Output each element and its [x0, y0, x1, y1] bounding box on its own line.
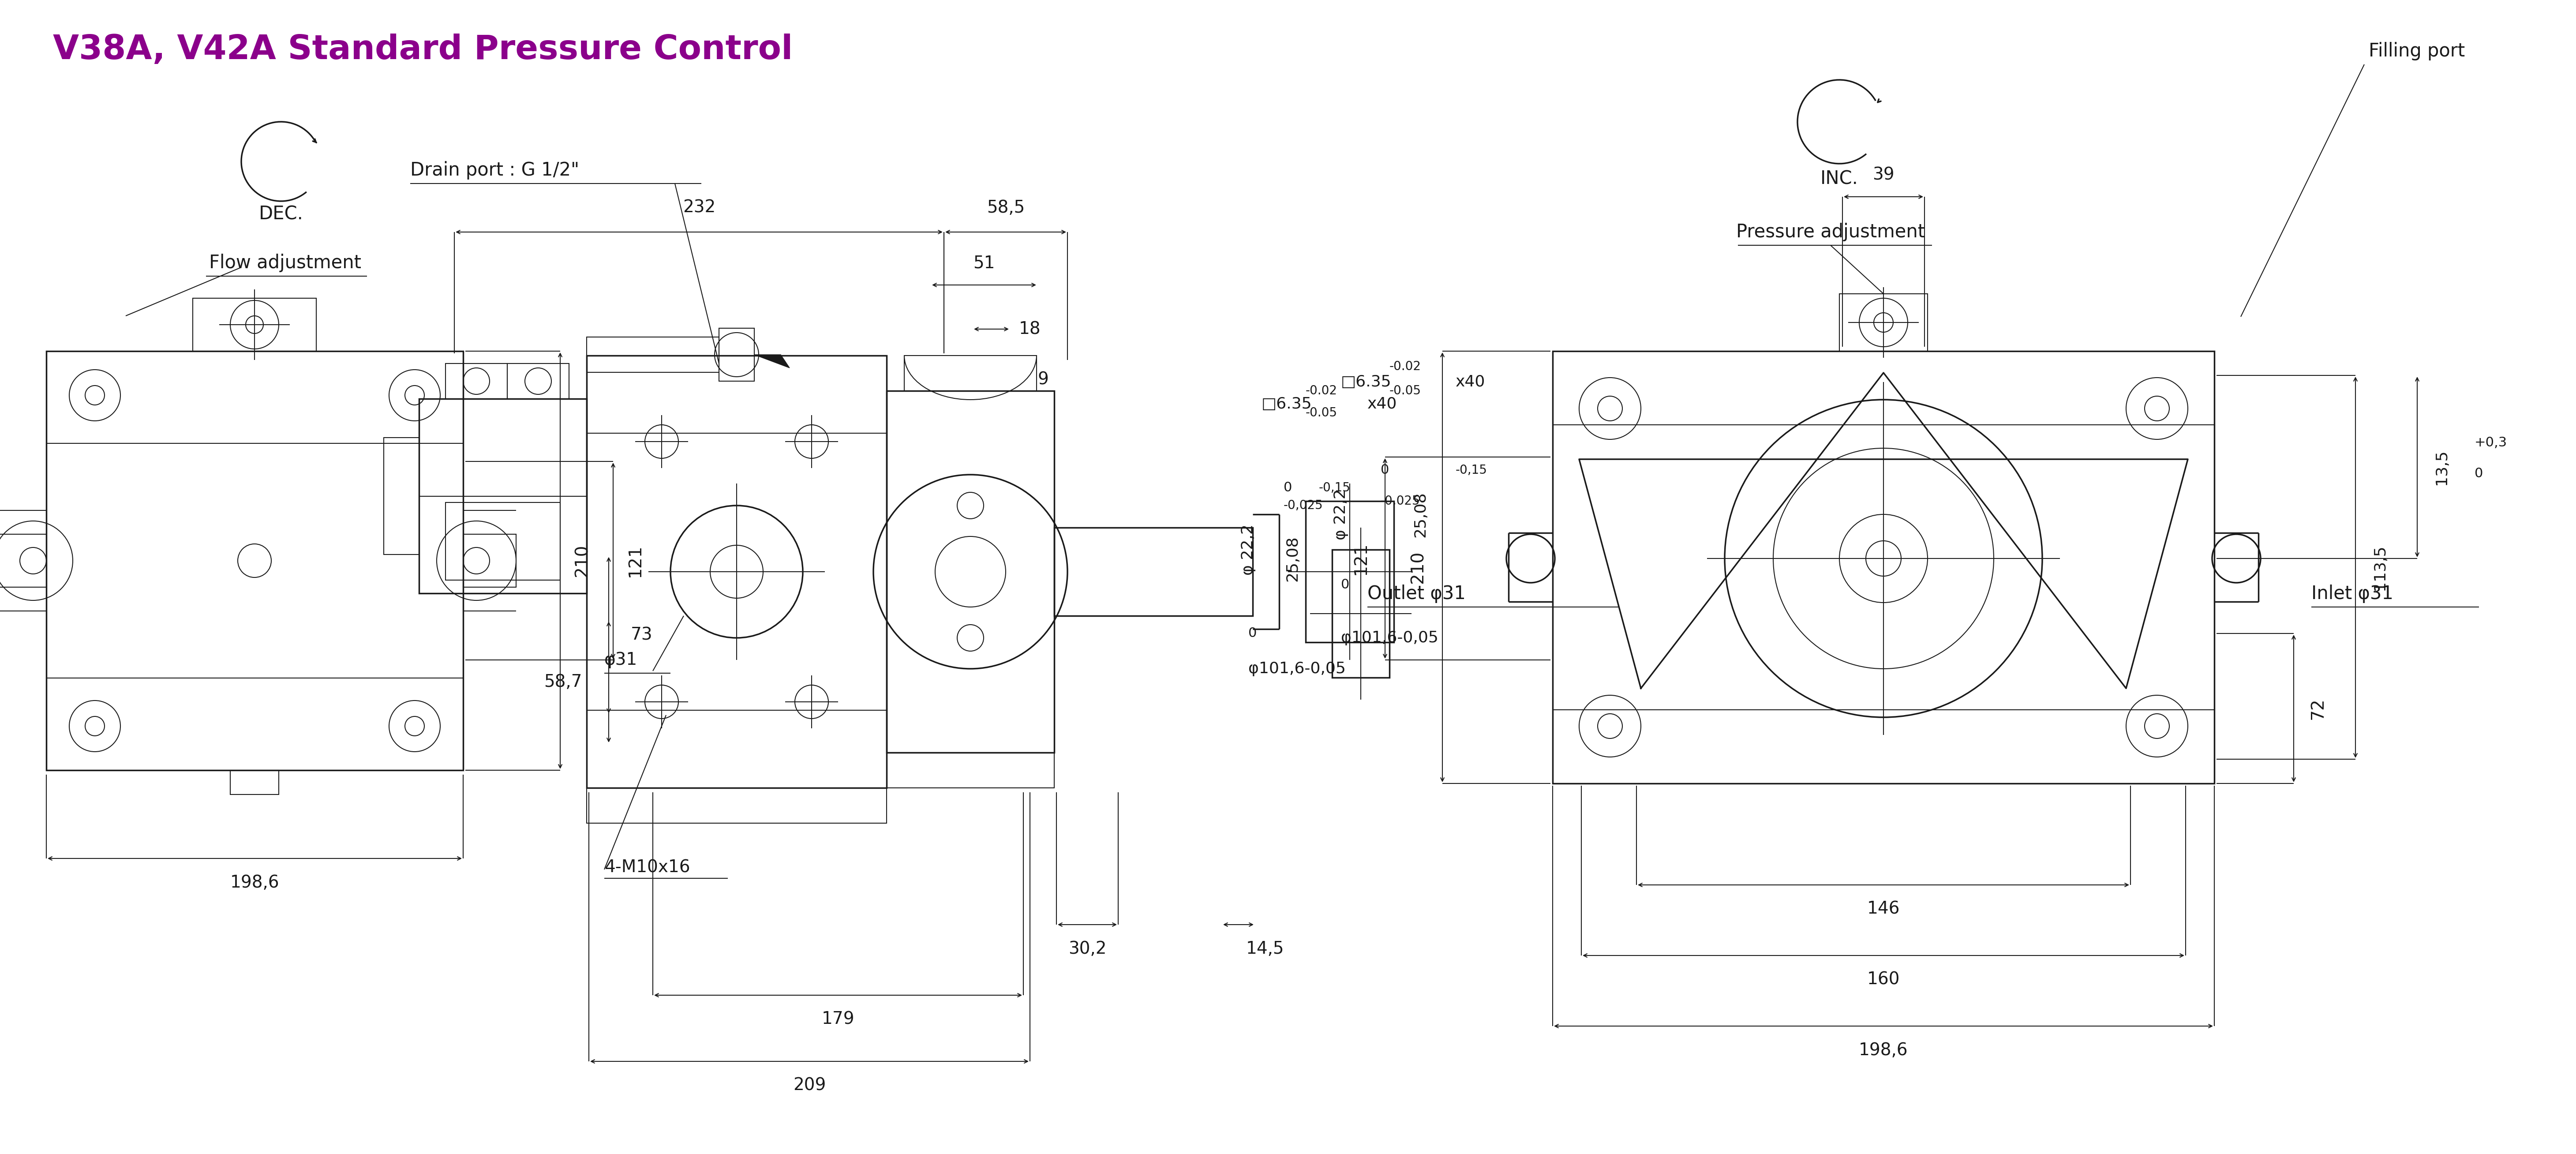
Bar — [507, 364, 569, 399]
Text: INC.: INC. — [1821, 170, 1857, 188]
Text: 179: 179 — [822, 1011, 855, 1028]
Bar — [1054, 527, 1252, 616]
Text: -0.05: -0.05 — [1388, 384, 1422, 397]
Text: 39: 39 — [1873, 166, 1893, 183]
Text: 51: 51 — [974, 255, 994, 271]
Text: 18: 18 — [1020, 321, 1041, 337]
Text: φ101,6-0,05: φ101,6-0,05 — [1249, 661, 1345, 676]
Bar — [587, 788, 886, 823]
Text: 209: 209 — [793, 1077, 827, 1094]
Text: -0.05: -0.05 — [1306, 406, 1337, 419]
Text: 0: 0 — [1249, 627, 1257, 639]
Text: φ31: φ31 — [605, 652, 636, 668]
Text: x40: x40 — [1368, 397, 1396, 412]
Bar — [420, 399, 587, 593]
Text: 121: 121 — [1352, 542, 1370, 575]
Bar — [193, 298, 317, 351]
Text: -0,15: -0,15 — [1319, 481, 1350, 494]
Text: Pressure adjustment: Pressure adjustment — [1736, 223, 1924, 241]
Text: Drain port : G 1/2": Drain port : G 1/2" — [410, 162, 580, 180]
Bar — [0, 534, 46, 587]
Text: 58,5: 58,5 — [987, 200, 1025, 216]
Text: 72: 72 — [2311, 697, 2326, 719]
Text: 0: 0 — [2476, 467, 2483, 480]
Text: 73: 73 — [631, 627, 652, 644]
Bar — [1332, 549, 1388, 677]
Bar — [446, 364, 507, 399]
Text: 113,5: 113,5 — [2372, 545, 2388, 590]
Text: x40: x40 — [1455, 375, 1486, 390]
Bar — [904, 355, 1036, 391]
Text: Filling port: Filling port — [2370, 42, 2465, 60]
Text: 146: 146 — [1868, 901, 1901, 917]
Bar — [446, 502, 559, 580]
Text: 25,08: 25,08 — [1412, 492, 1427, 538]
Bar — [587, 337, 719, 373]
Text: □6.35: □6.35 — [1262, 397, 1311, 412]
Text: Outlet φ31: Outlet φ31 — [1368, 584, 1466, 604]
Bar — [587, 355, 886, 788]
Bar — [229, 770, 278, 794]
Text: 121: 121 — [626, 545, 644, 577]
Bar — [1553, 351, 2215, 784]
Bar — [46, 351, 464, 770]
Bar — [719, 328, 755, 381]
Text: φ 22,2: φ 22,2 — [1242, 524, 1257, 575]
Bar — [384, 437, 420, 554]
Text: 232: 232 — [683, 200, 716, 216]
Text: 160: 160 — [1868, 972, 1901, 988]
Text: -0,025: -0,025 — [1381, 495, 1419, 508]
Text: □6.35: □6.35 — [1342, 375, 1391, 390]
Text: V38A, V42A Standard Pressure Control: V38A, V42A Standard Pressure Control — [54, 33, 793, 66]
Text: φ 22,2: φ 22,2 — [1334, 489, 1347, 540]
Bar — [886, 752, 1054, 788]
Polygon shape — [755, 354, 791, 368]
Text: 0: 0 — [1342, 578, 1350, 591]
Text: 30,2: 30,2 — [1069, 941, 1105, 958]
Text: 198,6: 198,6 — [229, 875, 278, 891]
Text: 198,6: 198,6 — [1860, 1042, 1909, 1058]
Bar — [1306, 501, 1394, 643]
Text: 9: 9 — [1038, 372, 1048, 388]
Bar — [1839, 294, 1927, 351]
Text: 58,7: 58,7 — [544, 674, 582, 690]
Bar — [464, 534, 515, 587]
Text: 14,5: 14,5 — [1247, 941, 1283, 958]
Text: DEC.: DEC. — [258, 205, 304, 224]
Text: -0,025: -0,025 — [1283, 500, 1324, 511]
Text: -0,15: -0,15 — [1455, 464, 1486, 477]
Text: Flow adjustment: Flow adjustment — [209, 254, 361, 272]
Text: 25,08: 25,08 — [1285, 535, 1301, 582]
Text: 210: 210 — [1409, 550, 1427, 584]
Text: 13,5: 13,5 — [2434, 449, 2450, 485]
Text: Inlet φ31: Inlet φ31 — [2311, 584, 2393, 604]
Text: -0.02: -0.02 — [1306, 384, 1337, 397]
Text: 4-M10x16: 4-M10x16 — [605, 859, 690, 876]
Text: 0: 0 — [1283, 481, 1293, 494]
Bar — [886, 391, 1054, 752]
Text: 0: 0 — [1381, 464, 1388, 477]
Text: 210: 210 — [574, 545, 590, 577]
Text: -0.02: -0.02 — [1388, 360, 1422, 373]
Text: +0,3: +0,3 — [2476, 436, 2506, 449]
Text: φ101,6-0,05: φ101,6-0,05 — [1342, 630, 1437, 645]
